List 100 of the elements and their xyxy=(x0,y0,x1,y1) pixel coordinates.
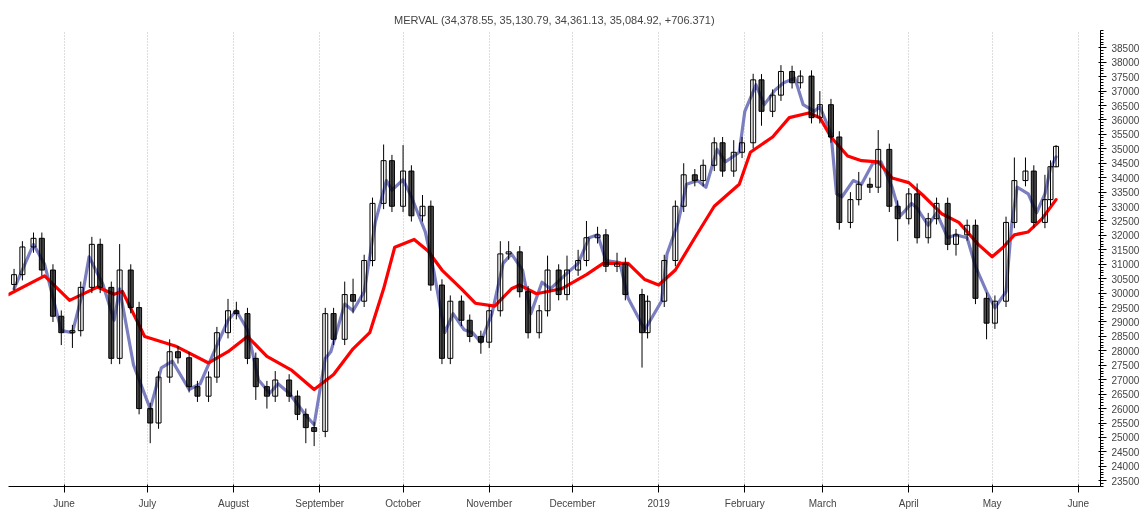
candlestick xyxy=(205,370,212,403)
candlestick xyxy=(400,144,407,213)
y-tick-label: 37500 xyxy=(1111,71,1140,83)
candlestick xyxy=(69,324,76,349)
y-tick-label: 30000 xyxy=(1111,288,1140,300)
y-tick-label: 36000 xyxy=(1111,114,1140,126)
candlestick xyxy=(286,373,293,403)
candlestick xyxy=(166,338,173,384)
candlestick xyxy=(614,252,621,273)
candlestick xyxy=(466,313,473,343)
candlestick xyxy=(77,281,84,337)
candlestick xyxy=(369,197,376,267)
candlestick xyxy=(458,294,465,327)
candlestick xyxy=(175,345,181,365)
candlestick xyxy=(341,281,348,346)
candlestick xyxy=(155,370,162,430)
candlestick xyxy=(875,129,882,194)
candlestick xyxy=(680,162,687,213)
candlestick xyxy=(19,240,26,281)
candlestick xyxy=(536,304,543,339)
y-tick-label: 31500 xyxy=(1111,244,1140,256)
candlestick xyxy=(447,294,454,365)
y-tick-label: 28000 xyxy=(1111,345,1140,357)
y-tick-label: 34500 xyxy=(1111,158,1140,170)
y-tick-label: 31000 xyxy=(1111,259,1140,271)
y-tick-label: 24000 xyxy=(1111,461,1140,473)
y-tick-label: 29500 xyxy=(1111,302,1140,314)
candlestick xyxy=(953,228,960,257)
candlestick xyxy=(302,408,309,444)
y-tick-label: 35000 xyxy=(1111,143,1140,155)
candlestick xyxy=(380,144,387,210)
candlestick xyxy=(711,136,718,172)
y-tick-label: 34000 xyxy=(1111,172,1140,184)
x-tick-label: March xyxy=(808,497,837,509)
x-tick-label: August xyxy=(218,497,250,509)
candlestick xyxy=(294,389,301,421)
candlestick xyxy=(497,240,504,318)
candlestick xyxy=(777,64,784,102)
candlestick xyxy=(797,69,804,90)
candlestick xyxy=(894,199,901,242)
candlestick xyxy=(225,298,232,339)
candlestick xyxy=(544,255,551,318)
candlestick xyxy=(855,171,862,206)
candlestick xyxy=(486,304,493,349)
y-tick-label: 32000 xyxy=(1111,230,1140,242)
candlestick xyxy=(583,220,590,267)
candlestick xyxy=(964,219,971,242)
candlestick xyxy=(769,88,776,118)
chart-title: MERVAL (34,378.55, 35,130.79, 34,361.13, 35,084.92, +706.371) xyxy=(394,13,715,26)
y-tick-label: 29000 xyxy=(1111,316,1140,328)
y-tick-label: 38500 xyxy=(1111,42,1140,54)
candlestick xyxy=(730,139,737,178)
candlestick xyxy=(194,380,201,403)
x-tick-label: November xyxy=(466,497,513,509)
candlestick xyxy=(350,278,357,314)
candlestick xyxy=(575,249,582,277)
y-tick-label: 35500 xyxy=(1111,129,1140,141)
x-tick-label: October xyxy=(385,497,422,509)
candlestick xyxy=(147,402,154,444)
y-tick-label: 27000 xyxy=(1111,374,1140,386)
y-tick-label: 38000 xyxy=(1111,57,1140,69)
candlestick xyxy=(322,307,329,438)
candlestick xyxy=(739,136,746,159)
y-tick-label: 33500 xyxy=(1111,187,1140,199)
candlestick xyxy=(263,380,270,410)
candlestick xyxy=(116,243,123,365)
candlestick xyxy=(661,254,668,308)
candlestick xyxy=(564,255,570,301)
x-tick-label: February xyxy=(724,497,765,509)
candlestick xyxy=(505,240,512,261)
candlestick xyxy=(925,212,932,244)
y-tick-label: 26000 xyxy=(1111,403,1140,415)
y-tick-label: 25000 xyxy=(1111,432,1140,444)
candlestick xyxy=(58,309,65,346)
candlestick xyxy=(789,65,796,90)
candlestick xyxy=(88,236,95,294)
candlestick xyxy=(866,177,873,194)
candlestick xyxy=(311,421,318,447)
candlestick xyxy=(700,159,707,187)
candlestick xyxy=(991,294,998,330)
candlestick xyxy=(1022,156,1029,187)
candlestick xyxy=(1003,216,1010,308)
x-tick-label: 2019 xyxy=(647,497,671,509)
x-tick-label: April xyxy=(898,497,919,509)
y-tick-label: 37000 xyxy=(1111,86,1140,98)
candlestick xyxy=(477,330,484,355)
candlestick xyxy=(213,326,220,384)
candlestick xyxy=(361,254,368,308)
y-tick-label: 26500 xyxy=(1111,389,1140,401)
candlestick xyxy=(672,199,679,267)
candlestick xyxy=(11,268,18,291)
x-tick-label: December xyxy=(549,497,597,509)
y-tick-label: 27500 xyxy=(1111,360,1140,372)
y-tick-label: 36500 xyxy=(1111,100,1140,112)
y-tick-label: 23500 xyxy=(1111,475,1140,487)
candlestick xyxy=(419,194,426,223)
candlestick xyxy=(30,232,37,254)
x-tick-label: September xyxy=(295,497,345,509)
candlestick xyxy=(1011,156,1018,229)
candlestick xyxy=(272,370,279,403)
